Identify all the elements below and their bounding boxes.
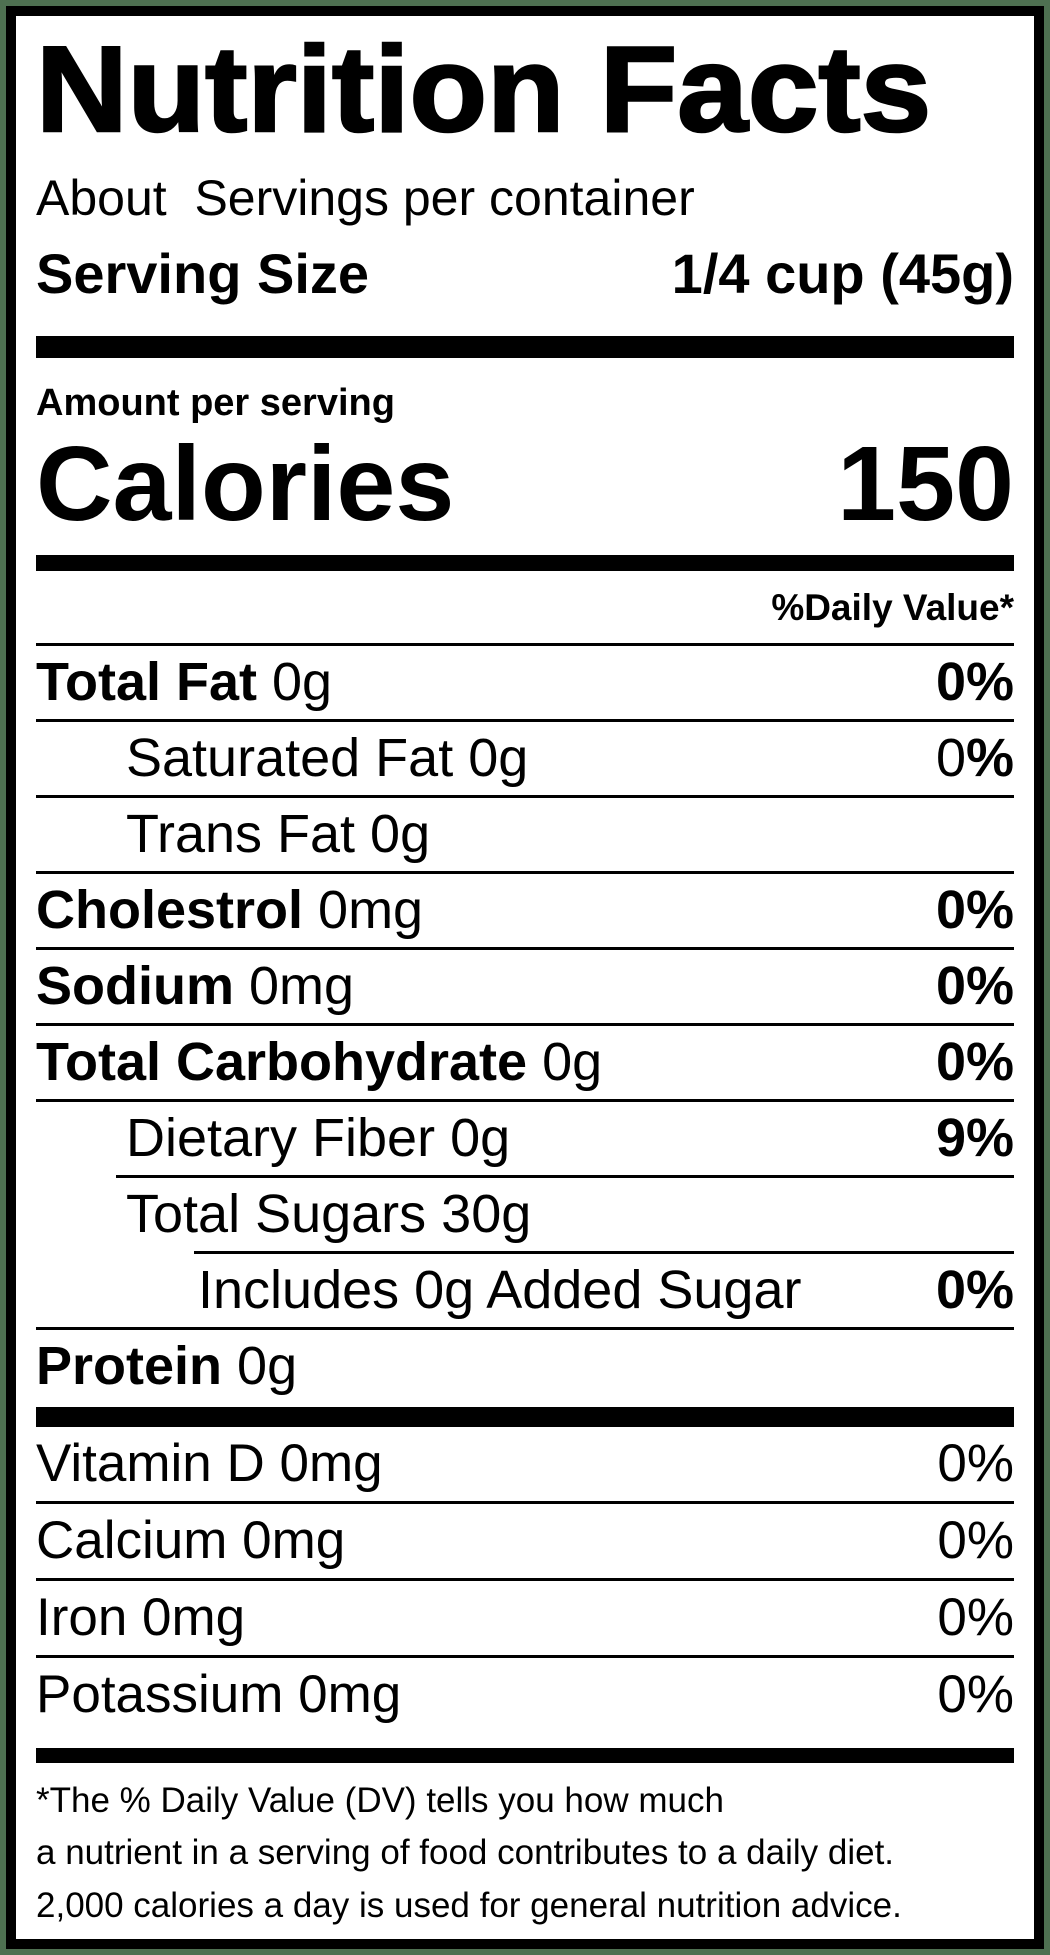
separator-indented [116,1174,1014,1178]
serving-size-row: Serving Size 1/4 cup (45g) [36,241,1014,306]
vitamin-row-iron: Iron 0mg 0% [36,1581,1014,1655]
nutrient-name: Saturated Fat 0g [126,728,529,789]
vitamin-name: Iron 0mg [36,1588,246,1648]
footnote-line: 2,000 calories a day is used for general… [36,1885,902,1925]
vitamin-row-vitamin-d: Vitamin D 0mg 0% [36,1427,1014,1501]
separator [36,1098,1014,1102]
vitamin-name: Potassium 0mg [36,1665,402,1725]
nutrient-row-saturated-fat: Saturated Fat 0g 0% [36,722,1014,795]
nutrient-dv: 0% [935,956,1014,1017]
nutrient-dv: 0% [935,1260,1014,1321]
nutrient-name: Cholestrol 0mg [36,880,424,941]
separator [36,1577,1014,1581]
thick-divider-bottom [36,1747,1014,1763]
calories-row: Calories 150 [36,431,1014,537]
separator [36,718,1014,722]
footnote: *The % Daily Value (DV) tells you how mu… [36,1775,1014,1933]
label-frame: Nutrition Facts About Servings per conta… [6,6,1044,1949]
nutrient-row-sodium: Sodium 0mg 0% [36,950,1014,1023]
serving-size-label: Serving Size [36,241,370,305]
nutrient-row-cholestrol: Cholestrol 0mg 0% [36,874,1014,947]
nutrient-dv: 0% [935,652,1014,713]
footnote-line: a nutrient in a serving of food contribu… [36,1833,895,1873]
nutrient-dv: 0% [935,728,1014,789]
servings-per-container: About Servings per container [36,169,695,226]
separator [36,794,1014,798]
vitamin-row-calcium: Calcium 0mg 0% [36,1504,1014,1578]
nutrient-row-trans-fat: Trans Fat 0g [36,798,1014,871]
serving-size-value: 1/4 cup (45g) [671,241,1014,305]
nutrient-dv: 0% [935,1032,1014,1093]
vitamin-name: Vitamin D 0mg [36,1434,383,1494]
calories-divider [36,554,1014,571]
vitamin-dv: 0% [937,1588,1014,1648]
separator [36,946,1014,950]
nutrient-name: Total Fat 0g [36,652,333,713]
nutrient-row-protein: Protein 0g [36,1330,1014,1403]
nutrient-row-total-carbohydrate: Total Carbohydrate 0g 0% [36,1026,1014,1099]
thick-divider-top [36,335,1014,358]
nutrient-name: Sodium 0mg [36,956,355,1017]
nutrient-name: Protein 0g [36,1336,298,1397]
separator [36,1654,1014,1658]
separator [36,1500,1014,1504]
vitamin-dv: 0% [937,1665,1014,1725]
nutrient-row-total-sugars: Total Sugars 30g [36,1178,1014,1251]
separator [36,642,1014,646]
nutrient-row-total-fat: Total Fat 0g 0% [36,646,1014,719]
separator-indented [194,1250,1014,1254]
calories-value: 150 [837,424,1014,543]
daily-value-header: %Daily Value* [771,586,1014,628]
label-title: Nutrition Facts [35,21,933,157]
nutrient-dv: 0% [935,880,1014,941]
nutrient-row-dietary-fiber: Dietary Fiber 0g 9% [36,1102,1014,1175]
separator [36,1022,1014,1026]
nutrient-name: Total Carbohydrate 0g [36,1032,603,1093]
footnote-line: *The % Daily Value (DV) tells you how mu… [36,1780,724,1820]
vitamin-dv: 0% [937,1511,1014,1571]
nutrient-row-added-sugar: Includes 0g Added Sugar 0% [36,1254,1014,1327]
vitamin-dv: 0% [937,1434,1014,1494]
vitamin-row-potassium: Potassium 0mg 0% [36,1658,1014,1732]
nutrient-name: Trans Fat 0g [126,804,431,865]
thick-divider-middle [36,1406,1014,1427]
amount-per-serving-label: Amount per serving [36,381,395,424]
nutrient-name: Dietary Fiber 0g [126,1108,511,1169]
separator [36,1326,1014,1330]
vitamin-name: Calcium 0mg [36,1511,346,1571]
separator [36,870,1014,874]
nutrient-dv: 9% [935,1108,1014,1169]
nutrient-name: Total Sugars 30g [126,1184,532,1245]
nutrient-name: Includes 0g Added Sugar [198,1260,802,1321]
calories-label: Calories [36,424,455,543]
